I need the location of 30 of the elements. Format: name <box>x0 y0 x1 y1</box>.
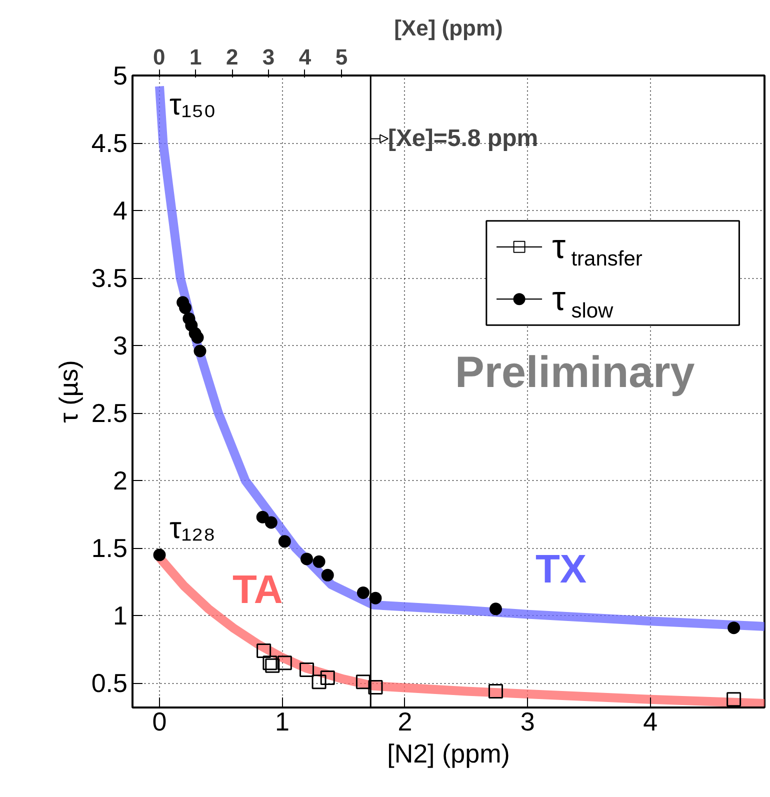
annotation: τ₁₅₀ <box>170 88 216 122</box>
x2-tick-label: 2 <box>226 44 238 70</box>
x2-tick-label: 0 <box>153 44 166 70</box>
x-tick-label: 4 <box>643 706 658 736</box>
y-tick-label: 5 <box>113 60 128 90</box>
y-tick-label: 4.5 <box>91 128 128 158</box>
x2-tick-label: 4 <box>298 44 312 70</box>
x2-tick-label: 3 <box>262 44 275 70</box>
y-axis-title: τ (µs) <box>53 360 84 423</box>
ref-line-label: [Xe]=5.8 ppm <box>388 125 538 152</box>
x-tick-label: 0 <box>152 706 167 736</box>
x-axis-title: [N2] (ppm) <box>387 738 510 768</box>
x2-tick-label: 1 <box>189 44 202 70</box>
x-tick-label: 3 <box>520 706 535 736</box>
y-tick-label: 3 <box>113 330 128 361</box>
annotation: Preliminary <box>455 348 696 398</box>
x2-axis-title: [Xe] (ppm) <box>394 16 503 40</box>
y-tick-label: 2 <box>113 466 128 496</box>
y-tick-label: 4 <box>113 196 128 226</box>
y-tick-label: 3.5 <box>91 263 128 294</box>
x-tick-label: 1 <box>274 706 290 736</box>
x-tick-label: 2 <box>398 706 412 736</box>
y-tick-label: 0.5 <box>91 668 128 698</box>
annotation: τ₁₂₈ <box>170 512 216 545</box>
annotation: TA <box>232 568 283 612</box>
annotation: TX <box>535 548 587 592</box>
y-tick-label: 1 <box>113 600 128 631</box>
y-tick-label: 1.5 <box>91 533 128 564</box>
x2-tick-label: 5 <box>335 44 348 70</box>
y-tick-label: 2.5 <box>91 398 128 428</box>
